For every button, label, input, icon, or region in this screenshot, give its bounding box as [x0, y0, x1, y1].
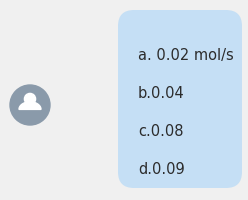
Text: c.0.08: c.0.08	[138, 124, 184, 139]
Text: a. 0.02 mol/s: a. 0.02 mol/s	[138, 48, 234, 63]
Circle shape	[24, 93, 36, 105]
Circle shape	[10, 85, 50, 125]
Polygon shape	[19, 102, 41, 109]
Text: b.0.04: b.0.04	[138, 86, 185, 101]
FancyBboxPatch shape	[118, 10, 242, 188]
Text: d.0.09: d.0.09	[138, 162, 185, 177]
